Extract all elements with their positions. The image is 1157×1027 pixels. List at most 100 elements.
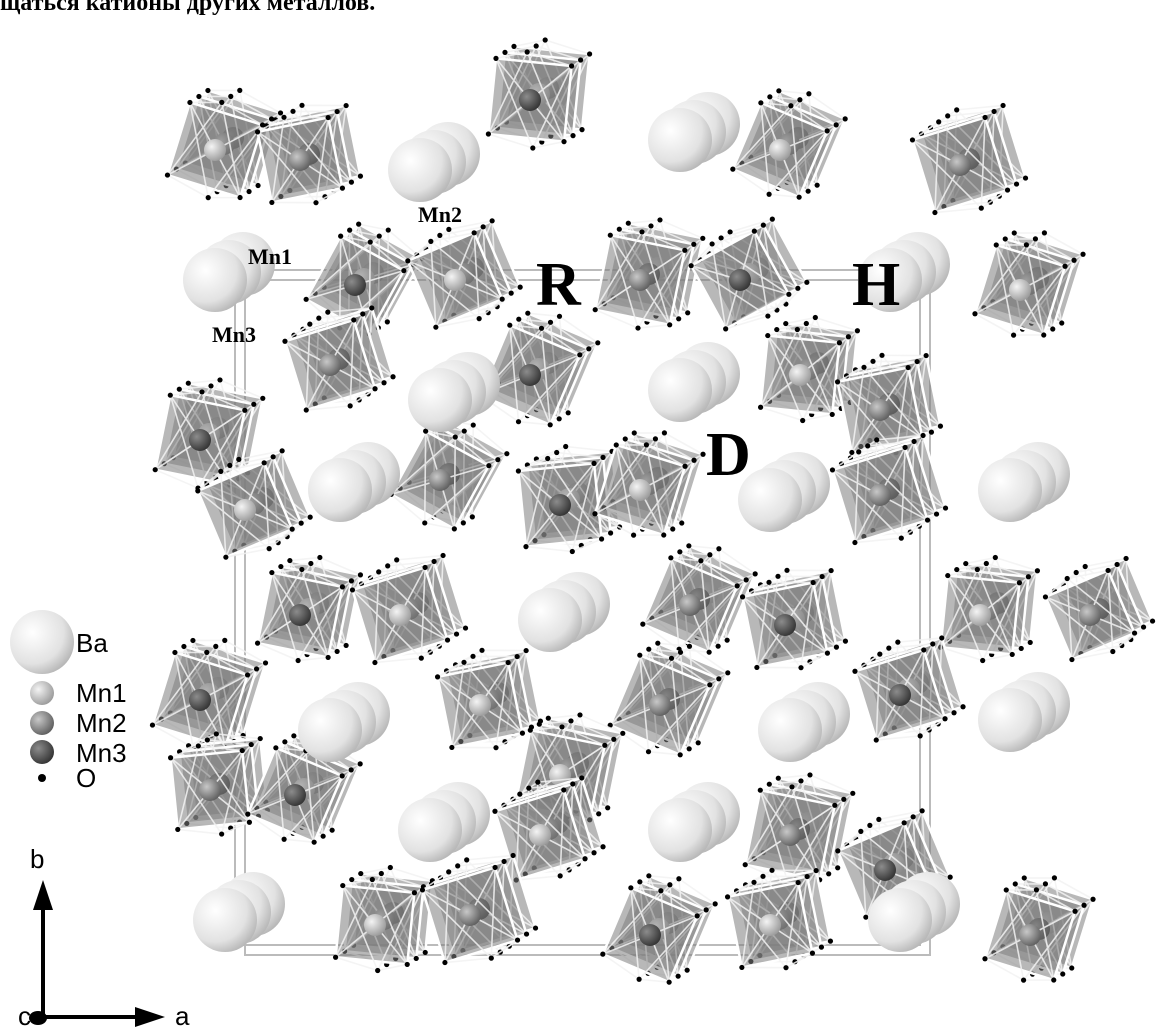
o-atom [684,967,690,973]
o-atom [493,745,499,751]
o-atom [358,870,364,877]
o-atom [628,885,634,891]
o-atom [277,110,284,116]
o-atom [422,564,428,571]
o-atom [947,874,953,880]
o-atom [836,340,843,346]
o-atom [776,88,782,94]
o-atom [244,672,251,678]
o-atom [440,552,446,559]
o-atom [587,51,593,57]
o-atom [743,577,749,583]
o-atom [281,836,287,842]
o-atom [376,569,382,575]
o-atom [1011,230,1017,236]
mn-atom [769,139,791,161]
octahedron-group [1042,555,1156,663]
o-atom [499,296,505,302]
o-atom [1064,575,1070,582]
o-atom [954,566,960,573]
mn-atom [429,469,451,491]
o-atom [307,321,313,327]
o-atom [751,228,757,234]
ba-atom [648,358,712,422]
o-atom [469,514,475,520]
o-atom [372,386,378,392]
octahedron-group [349,552,469,666]
o-atom [766,191,772,197]
ba-atom [193,888,257,952]
mn-atom [459,904,481,926]
o-atom [1080,251,1086,257]
o-atom [270,454,276,460]
o-atom [920,432,926,439]
o-atom [1140,624,1147,630]
o-atom [453,631,460,637]
o-atom [921,647,927,653]
o-atom [1059,320,1065,326]
o-atom [460,520,466,526]
o-atom [807,772,813,778]
o-atom [298,520,304,526]
o-atom [303,296,309,302]
o-atom [833,122,839,128]
o-atom [954,107,960,113]
mn-atom [344,274,366,296]
o-atom [1042,881,1049,887]
o-atom [901,820,907,826]
o-atom [164,172,171,178]
o-atom [798,778,804,784]
o-atom [517,791,523,797]
axis-label: a [175,1001,190,1027]
o-atom [325,654,331,661]
o-atom [835,848,841,854]
o-atom [376,233,382,239]
o-atom [1000,102,1006,109]
o-atom [652,436,659,442]
o-atom [775,573,781,579]
o-atom [422,949,428,956]
ba-atom [868,888,932,952]
o-atom [378,870,384,877]
o-atom [237,87,243,93]
o-atom [982,956,988,962]
o-atom [788,103,794,109]
o-atom [260,395,266,401]
o-atom [347,227,353,233]
mn-atom [199,779,221,801]
o-atom [841,796,847,802]
o-atom [620,730,626,736]
o-atom [694,913,700,919]
o-atom [325,309,331,315]
o-atom [348,179,355,185]
o-atom [727,229,733,235]
legend-label: Ba [76,628,108,658]
o-atom [789,784,795,790]
octahedron-group [388,416,510,532]
o-atom [401,268,407,274]
o-atom [394,557,400,563]
o-atom [516,316,522,322]
mn-atom [969,604,991,626]
o-atom [980,657,986,664]
o-atom [246,819,253,825]
o-atom [712,901,718,907]
atom-label: Mn2 [418,202,462,227]
o-atom [444,637,451,643]
octahedron-group [829,432,949,546]
o-atom [661,430,668,436]
o-atom [898,535,904,541]
o-atom [246,188,252,195]
o-atom [470,653,476,659]
mn-atom [529,824,551,846]
ba-atom [738,468,802,532]
o-atom [507,322,513,328]
o-atom [668,655,675,661]
o-atom [479,647,485,653]
o-atom [854,328,861,334]
o-atom [760,222,766,228]
o-atom [666,979,672,985]
o-atom [287,557,293,564]
o-atom [347,403,353,409]
